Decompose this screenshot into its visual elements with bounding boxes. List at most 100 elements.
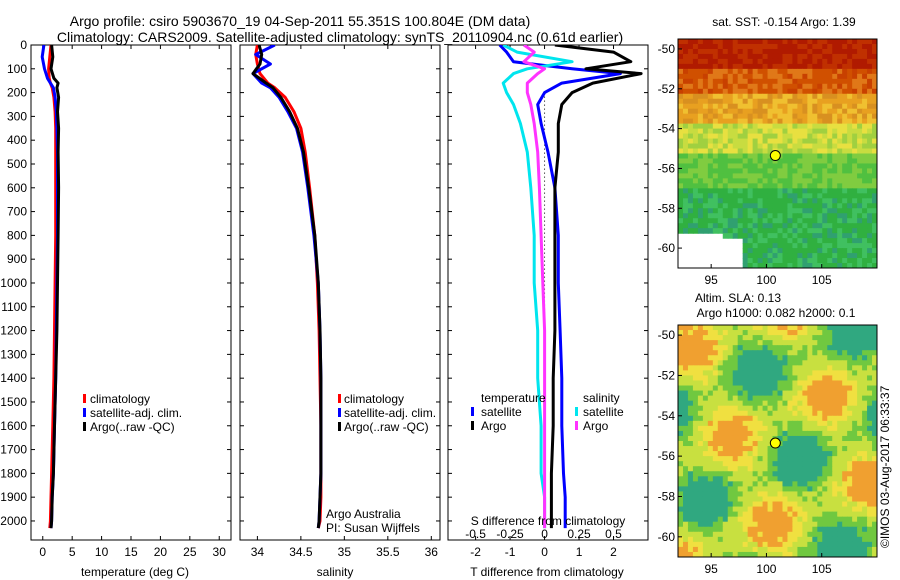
map-cell	[812, 461, 818, 467]
map-cell	[707, 456, 714, 462]
map-cell	[807, 183, 813, 189]
map-cell	[767, 88, 774, 95]
map-cell	[722, 380, 729, 387]
map-cell	[712, 158, 719, 165]
map-cell	[747, 330, 754, 336]
map-cell	[847, 98, 853, 105]
map-cell	[867, 83, 873, 90]
map-cell	[842, 133, 848, 140]
map-cell	[822, 243, 828, 249]
map-cell	[692, 441, 699, 447]
map-cell	[807, 541, 813, 548]
x-tick-label: 10	[95, 545, 109, 559]
map-cell	[797, 113, 803, 120]
map-cell	[857, 93, 863, 100]
map-cell	[847, 253, 853, 259]
map-cell	[842, 395, 848, 402]
map-cell	[847, 153, 853, 160]
map-cell	[772, 380, 779, 387]
x-tick-label: 20	[154, 545, 168, 559]
map-cell	[857, 233, 863, 239]
map-cell	[827, 410, 833, 417]
map-cell	[842, 541, 848, 548]
map-cell	[832, 203, 838, 209]
map-cell	[837, 53, 843, 60]
map-cell	[802, 123, 808, 130]
map-cell	[712, 405, 719, 412]
map-cell	[757, 551, 764, 557]
map-cell	[842, 415, 848, 422]
map-cell	[802, 415, 808, 422]
map-cell	[777, 218, 784, 224]
map-cell	[742, 390, 749, 397]
map-cell	[797, 83, 803, 90]
map-cell	[767, 223, 774, 229]
map-cell	[707, 385, 714, 392]
map-cell	[747, 258, 754, 264]
map-cell	[727, 360, 734, 366]
legend-swatch-argo	[83, 422, 86, 431]
map-cell	[692, 451, 699, 457]
map-cell	[772, 370, 779, 377]
map-cell	[862, 435, 868, 442]
map-cell	[832, 218, 838, 224]
map-cell	[702, 39, 709, 45]
map-cell	[857, 118, 863, 125]
map-cell	[687, 168, 694, 175]
map-cell	[702, 471, 709, 477]
map-cell	[697, 39, 704, 45]
map-cell	[812, 218, 818, 224]
map-cell	[827, 233, 833, 239]
map-cell	[742, 375, 749, 382]
map-cell	[727, 228, 734, 234]
map-cell	[777, 340, 784, 346]
map-cell	[857, 325, 863, 331]
map-cell	[857, 506, 863, 513]
map-cell	[687, 486, 694, 493]
map-cell	[817, 395, 823, 402]
map-cell	[707, 228, 714, 234]
map-cell	[872, 163, 877, 170]
map-cell	[857, 103, 863, 110]
map-cell	[737, 123, 744, 130]
map-cell	[742, 425, 749, 432]
map-cell	[797, 400, 803, 407]
map-cell	[742, 198, 749, 204]
map-cell	[827, 340, 833, 346]
map-cell	[807, 405, 813, 412]
map-cell	[777, 430, 784, 437]
map-cell	[707, 213, 714, 219]
map-cell	[678, 451, 684, 457]
map-cell	[807, 390, 813, 397]
map-cell	[717, 43, 724, 50]
map-cell	[867, 148, 873, 155]
map-cell	[827, 43, 833, 50]
map-cell	[678, 430, 684, 437]
map-cell	[807, 188, 813, 194]
map-cell	[762, 420, 769, 427]
series-line-argo	[549, 45, 643, 529]
map-cell	[872, 63, 877, 70]
map-cell	[747, 531, 754, 538]
map-cell	[752, 501, 759, 508]
map-cell	[742, 68, 749, 75]
map-cell	[682, 415, 689, 422]
map-cell	[747, 350, 754, 356]
map-cell	[847, 118, 853, 125]
map-cell	[722, 208, 729, 214]
map-cell	[847, 526, 853, 533]
map-cell	[787, 471, 794, 477]
map-cell	[852, 143, 858, 150]
map-cell	[822, 193, 828, 199]
map-cell	[712, 461, 719, 467]
map-cell	[772, 430, 779, 437]
map-cell	[792, 208, 798, 214]
map-cell	[832, 78, 838, 85]
map-cell	[772, 243, 779, 249]
map-cell	[782, 58, 789, 65]
map-cell	[867, 395, 873, 402]
map-cell	[762, 546, 769, 553]
map-cell	[747, 385, 754, 392]
map-cell	[777, 395, 784, 402]
map-cell	[782, 511, 789, 518]
